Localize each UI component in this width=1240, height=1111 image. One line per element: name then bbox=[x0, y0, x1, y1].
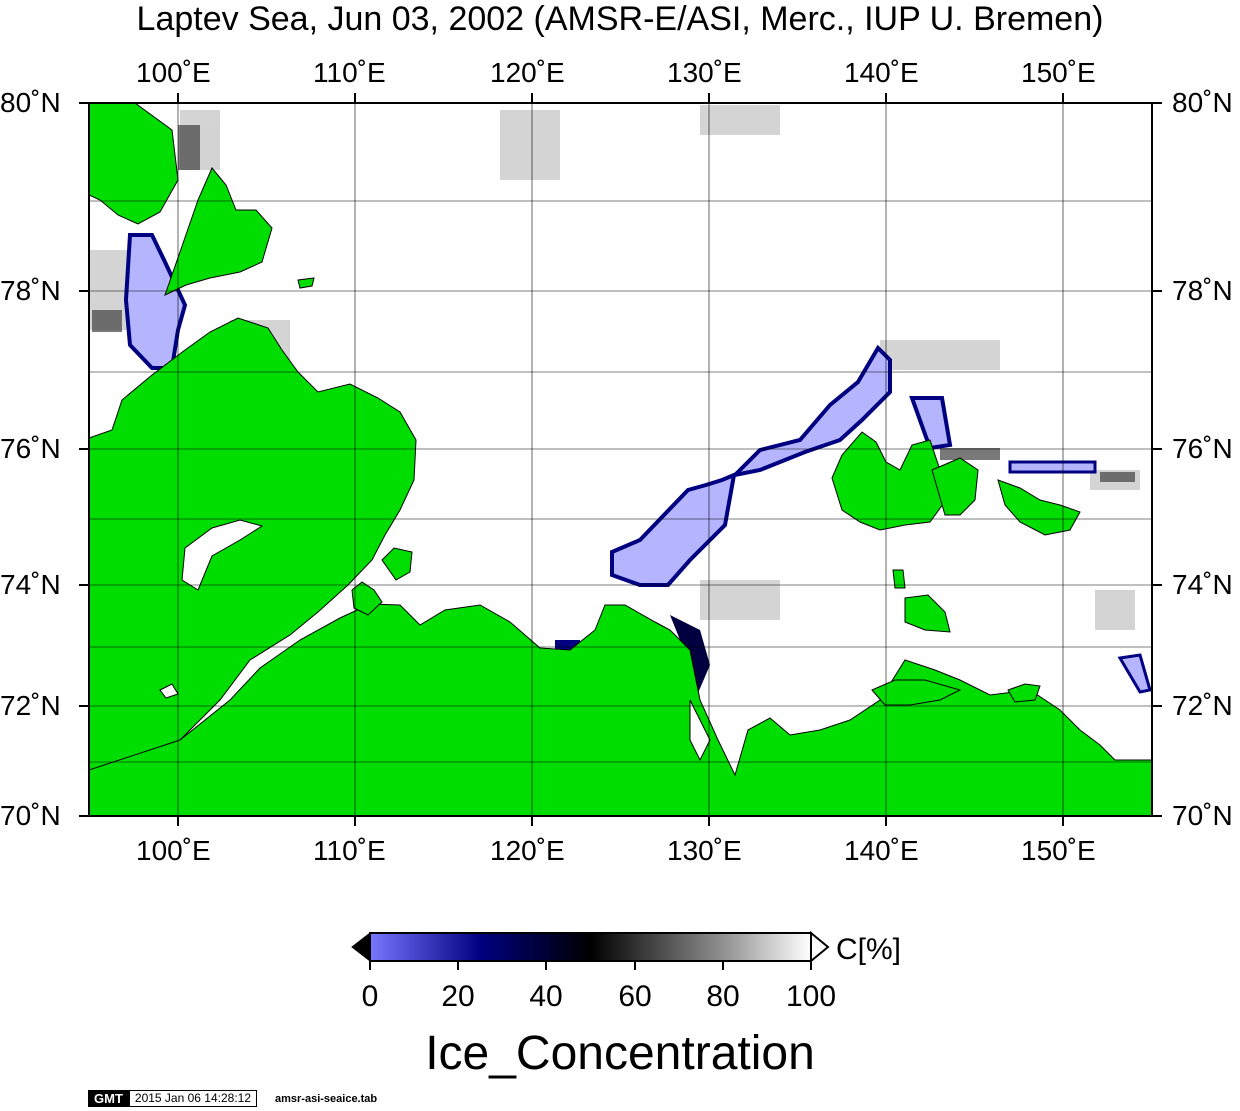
polynya-areas bbox=[123, 233, 1152, 700]
land-lyakhovsky bbox=[871, 679, 962, 706]
lon-tick-bottom: 130˚E bbox=[667, 835, 742, 866]
map-title: Laptev Sea, Jun 03, 2002 (AMSR-E/ASI, Me… bbox=[136, 0, 1104, 38]
lat-tick-left: 76˚N bbox=[0, 433, 61, 464]
colorbar-label: 20 bbox=[441, 980, 475, 1013]
land-new-siberia-island bbox=[997, 479, 1081, 536]
graticule bbox=[89, 103, 1152, 816]
colorbar-label: 100 bbox=[785, 980, 837, 1013]
lat-tick-right: 74˚N bbox=[1172, 569, 1233, 600]
lon-tick-bottom: 120˚E bbox=[490, 835, 565, 866]
colorbar-label: 40 bbox=[529, 980, 563, 1013]
lon-tick-top: 140˚E bbox=[844, 57, 919, 88]
ice-dark-texture bbox=[92, 125, 1135, 482]
lon-tick-top: 150˚E bbox=[1021, 57, 1096, 88]
colorbar-min-arrow bbox=[351, 931, 371, 963]
lon-tick-bottom: 110˚E bbox=[313, 835, 386, 866]
land-taymyr bbox=[89, 317, 417, 771]
colorbar-max-arrow bbox=[810, 930, 830, 964]
lon-tick-top: 110˚E bbox=[313, 57, 386, 88]
land-new-siberia-east bbox=[931, 457, 979, 516]
lon-tick-top: 120˚E bbox=[490, 57, 565, 88]
axis-ticks bbox=[79, 93, 1162, 826]
colorbar-label: 80 bbox=[706, 980, 740, 1013]
land-kotelny-island bbox=[831, 431, 947, 531]
colorbar bbox=[351, 930, 830, 970]
map-frame bbox=[88, 102, 1153, 817]
footer-timestamp: 2015 Jan 06 14:28:12 bbox=[128, 1090, 257, 1107]
lat-tick-right: 78˚N bbox=[1172, 275, 1233, 306]
land-severnaya-zemlya-north bbox=[89, 103, 179, 225]
variable-name: Ice_Concentration bbox=[425, 1027, 815, 1080]
lat-tick-left: 74˚N bbox=[0, 569, 61, 600]
lon-tick-bottom: 100˚E bbox=[136, 835, 211, 866]
land-belkovsky bbox=[892, 569, 906, 589]
colorbar-label: 60 bbox=[618, 980, 652, 1013]
lat-tick-left: 78˚N bbox=[0, 275, 61, 306]
lon-tick-top: 100˚E bbox=[136, 57, 211, 88]
lat-tick-right: 76˚N bbox=[1172, 433, 1233, 464]
lon-tick-bottom: 140˚E bbox=[844, 835, 919, 866]
lat-tick-left: 80˚N bbox=[0, 87, 61, 118]
land-bolshevik-island bbox=[164, 167, 273, 296]
footer-filename: amsr-asi-seaice.tab bbox=[275, 1092, 378, 1105]
lat-tick-left: 72˚N bbox=[0, 690, 61, 721]
lat-tick-right: 70˚N bbox=[1172, 800, 1233, 831]
colorbar-label: 0 bbox=[361, 980, 379, 1013]
lat-tick-right: 80˚N bbox=[1172, 87, 1233, 118]
gmt-logo: GMT bbox=[88, 1090, 129, 1107]
land-stolbovoy bbox=[904, 594, 951, 633]
lat-tick-right: 72˚N bbox=[1172, 690, 1233, 721]
lat-tick-left: 70˚N bbox=[0, 800, 61, 831]
lon-tick-bottom: 150˚E bbox=[1021, 835, 1096, 866]
gmt-timestamp-footer: GMT 2015 Jan 06 14:28:12 amsr-asi-seaice… bbox=[88, 1090, 377, 1107]
colorbar-unit: C[%] bbox=[836, 933, 902, 966]
lon-tick-top: 130˚E bbox=[667, 57, 742, 88]
